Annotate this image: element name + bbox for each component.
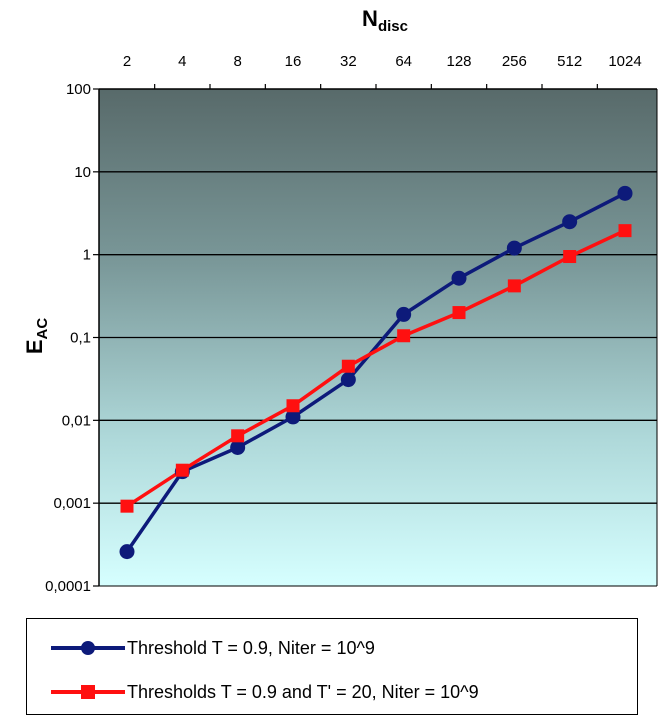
y-axis-ticks: 100 10 1 0,1 0,01 0,001 0,0001 (45, 81, 99, 595)
grid-lines (99, 171, 657, 504)
x-tick-label: 64 (395, 53, 412, 70)
data-point (119, 544, 135, 560)
data-point (340, 372, 356, 388)
x-axis-title: Ndisc (362, 6, 408, 35)
data-point (175, 463, 189, 477)
legend-label-thresholds: Thresholds T = 0.9 and T' = 20, Niter = … (127, 681, 479, 702)
data-point (452, 306, 466, 320)
legend-square-marker-icon (81, 685, 95, 699)
data-point (286, 399, 300, 413)
y-tick-label: 0,1 (70, 330, 91, 347)
data-point (396, 306, 412, 322)
data-point (285, 409, 301, 425)
data-point (397, 329, 411, 343)
y-tick-label: 0,01 (62, 412, 91, 429)
data-point (507, 279, 521, 293)
legend-label-threshold: Threshold T = 0.9, Niter = 10^9 (127, 637, 375, 658)
data-point (451, 270, 467, 286)
legend-swatch-thresholds (51, 677, 125, 707)
data-point (120, 499, 134, 513)
x-tick-label: 1024 (608, 53, 641, 70)
series-layer (119, 185, 633, 560)
x-axis-ticks: 2 4 8 16 32 64 128 256 512 1024 (123, 53, 642, 89)
legend: Threshold T = 0.9, Niter = 10^9 Threshol… (26, 618, 638, 715)
x-tick-label: 2 (123, 53, 131, 70)
legend-item-thresholds: Thresholds T = 0.9 and T' = 20, Niter = … (51, 677, 479, 707)
y-tick-label: 0,0001 (45, 578, 91, 595)
data-point (617, 185, 633, 201)
legend-circle-marker-icon (81, 641, 95, 655)
series-line-2 (126, 229, 626, 508)
data-point (562, 214, 578, 230)
legend-swatch-threshold (51, 633, 125, 663)
data-point (618, 224, 632, 238)
x-tick-label: 512 (557, 53, 582, 70)
x-tick-label: 4 (178, 53, 186, 70)
data-point (506, 240, 522, 256)
x-tick-label: 256 (502, 53, 527, 70)
data-point (230, 439, 246, 455)
series-line-1 (125, 191, 626, 553)
x-tick-label: 128 (446, 53, 471, 70)
legend-item-threshold: Threshold T = 0.9, Niter = 10^9 (51, 633, 375, 663)
y-tick-label: 1 (83, 247, 91, 264)
y-tick-label: 100 (66, 81, 91, 98)
x-tick-label: 8 (233, 53, 241, 70)
x-tick-label: 16 (285, 53, 302, 70)
y-axis-title: EAC (22, 318, 51, 355)
x-tick-label: 32 (340, 53, 357, 70)
chart: Ndisc EAC 100 10 1 0,1 0,01 0,001 0,0001 2 4 8 16… (22, 6, 658, 595)
y-tick-label: 0,001 (53, 495, 91, 512)
data-point (341, 359, 355, 373)
y-tick-label: 10 (74, 164, 91, 181)
data-point (563, 250, 577, 264)
data-point (231, 429, 245, 443)
